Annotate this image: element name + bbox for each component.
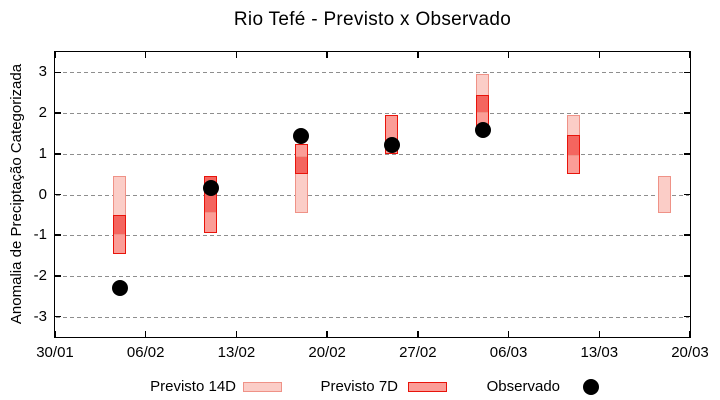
y-axis-tick [55, 71, 61, 74]
previsto-14d-border [294, 155, 308, 213]
y-axis-tick-right [684, 112, 690, 114]
x-axis-tick [417, 331, 419, 337]
y-tick-label: 2 [38, 104, 47, 122]
x-tick-label: 13/02 [217, 344, 256, 361]
x-axis-tick-top [507, 52, 510, 58]
plot-area-border [54, 51, 691, 338]
x-axis-tick [54, 331, 56, 337]
chart-title: Rio Tefé - Previsto x Observado [233, 9, 512, 30]
previsto-7d-swatch-icon [408, 382, 447, 392]
previsto-7d-border [566, 135, 580, 175]
x-axis-tick-top [326, 52, 328, 58]
x-tick-label: 06/02 [126, 344, 165, 361]
y-tick-label: -3 [33, 307, 47, 325]
y-axis-tick-right [684, 315, 690, 318]
x-axis-tick-top [689, 52, 691, 58]
y-axis-tick-right [684, 193, 690, 196]
forecast-overlap-band [566, 135, 580, 156]
previsto-7d-border [113, 214, 127, 254]
x-tick-label: 06/03 [489, 344, 528, 361]
gridline [56, 72, 689, 74]
legend-label-previsto-7d: Previsto 7D [320, 378, 398, 395]
y-axis-tick [55, 193, 61, 196]
y-axis-tick [55, 275, 61, 277]
x-axis-tick [507, 331, 510, 337]
y-axis-tick-right [684, 275, 690, 277]
previsto-14d-bar [657, 176, 671, 213]
y-tick-label: -1 [33, 226, 47, 244]
y-axis-tick [55, 153, 61, 155]
x-axis-tick-top [144, 52, 147, 58]
x-axis-tick [689, 331, 691, 337]
y-tick-label: 3 [38, 63, 47, 81]
gridline [56, 153, 689, 155]
y-tick-label: 1 [38, 144, 47, 162]
forecast-overlap-band [113, 214, 127, 236]
x-tick-label: 27/02 [399, 344, 437, 361]
x-tick-label: 20/03 [671, 344, 709, 361]
x-tick-label: 30/01 [36, 344, 74, 361]
forecast-overlap-band [294, 155, 308, 175]
previsto-14d-border [657, 176, 671, 213]
previsto-7d-border [385, 115, 399, 154]
x-axis-tick [144, 331, 147, 337]
previsto-7d-border [204, 176, 217, 234]
forecast-overlap-band [476, 94, 490, 114]
legend-label-previsto-14d: Previsto 14D [150, 378, 236, 395]
y-axis-tick [55, 112, 61, 114]
observado-dot [111, 280, 128, 297]
x-axis-tick [598, 331, 601, 337]
y-tick-label: -2 [33, 266, 47, 284]
previsto-7d-border [294, 143, 308, 175]
observado-dot [202, 180, 219, 197]
y-axis-tick-right [684, 234, 690, 236]
gridline [56, 113, 689, 115]
observado-dot [474, 122, 491, 139]
previsto-14d-border [113, 176, 127, 236]
gridline [56, 194, 689, 196]
x-axis-tick-top [235, 52, 238, 58]
previsto-14d-swatch-icon [243, 382, 282, 392]
previsto-14d-border [476, 74, 490, 114]
x-axis-tick [235, 331, 238, 337]
x-tick-label: 13/03 [580, 344, 619, 361]
x-axis-tick-top [598, 52, 601, 58]
observado-dot [383, 136, 400, 153]
gridline [56, 235, 689, 237]
y-axis-tick-right [684, 153, 690, 155]
observado-dot [293, 128, 310, 145]
legend-label-observado: Observado [486, 378, 560, 395]
y-axis-tick [55, 234, 61, 236]
chart-legend: Previsto 14D Previsto 7D Observado [0, 376, 720, 400]
x-axis-tick-top [54, 52, 56, 58]
y-axis-tick [55, 315, 61, 318]
gridline [56, 275, 689, 277]
y-tick-label: 0 [38, 185, 47, 203]
x-axis-tick-top [417, 52, 419, 58]
gridline [56, 316, 689, 318]
previsto-14d-border [566, 115, 580, 156]
x-tick-label: 20/02 [308, 344, 346, 361]
x-axis-tick [326, 331, 328, 337]
observado-dot-icon [583, 379, 599, 395]
y-axis-tick-right [684, 71, 690, 74]
